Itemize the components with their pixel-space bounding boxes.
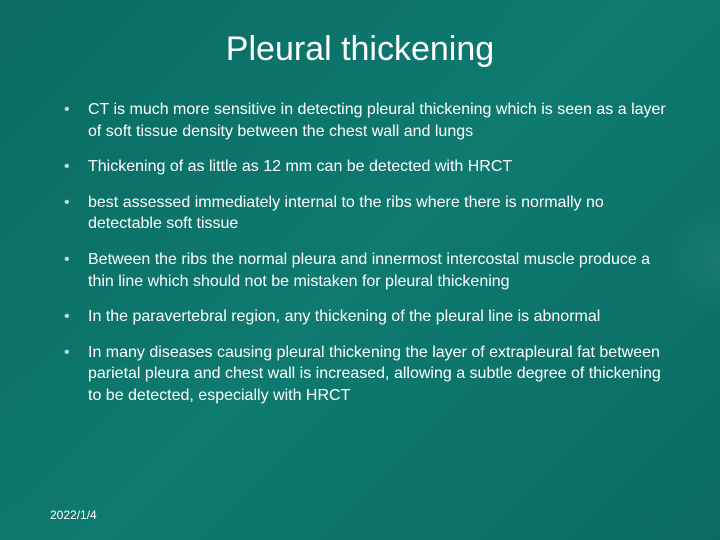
- list-item: In the paravertebral region, any thicken…: [60, 306, 670, 328]
- bullet-list: CT is much more sensitive in detecting p…: [50, 99, 670, 407]
- list-item: Thickening of as little as 12 mm can be …: [60, 156, 670, 178]
- list-item: best assessed immediately internal to th…: [60, 192, 670, 235]
- list-item: CT is much more sensitive in detecting p…: [60, 99, 670, 142]
- list-item: In many diseases causing pleural thicken…: [60, 342, 670, 407]
- slide-title: Pleural thickening: [50, 30, 670, 69]
- slide-container: Pleural thickening CT is much more sensi…: [0, 0, 720, 540]
- list-item: Between the ribs the normal pleura and i…: [60, 249, 670, 292]
- footer-date: 2022/1/4: [50, 508, 97, 522]
